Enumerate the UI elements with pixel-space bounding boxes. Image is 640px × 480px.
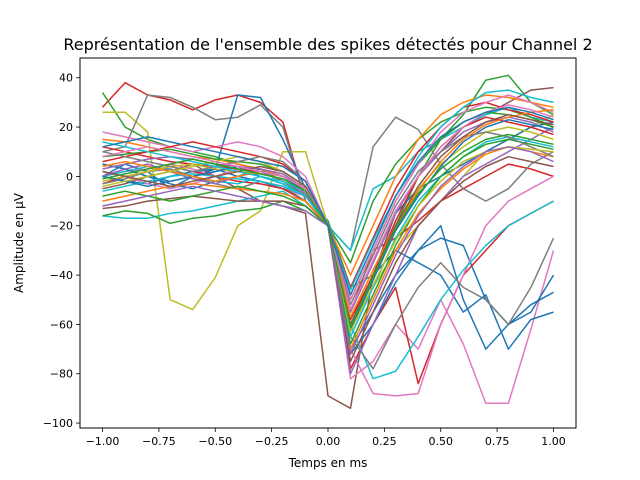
x-axis: −1.00 −0.75 −0.50 −0.25 0.00 0.25 0.50 0.75 1.00 — [86, 428, 566, 448]
y-tick-label: −100 — [43, 417, 73, 430]
series-layer — [101, 74, 555, 410]
x-tick-label: −1.00 — [86, 435, 120, 448]
y-tick-label: −60 — [50, 318, 73, 331]
x-tick-label: 0.50 — [428, 435, 453, 448]
y-axis: −100 −80 −60 −40 −20 0 20 40 — [43, 72, 80, 430]
x-tick-label: −0.75 — [142, 435, 176, 448]
x-tick-label: −0.50 — [198, 435, 232, 448]
x-tick-label: 1.00 — [541, 435, 566, 448]
spike-line-38 — [102, 106, 554, 296]
x-tick-label: 0.00 — [316, 435, 341, 448]
y-tick-label: −40 — [50, 269, 73, 282]
y-tick-label: 20 — [59, 121, 73, 134]
y-axis-label: Amplitude en µV — [12, 192, 26, 293]
y-tick-label: 40 — [59, 72, 73, 85]
x-tick-label: 0.75 — [485, 435, 510, 448]
x-tick-label: −0.25 — [255, 435, 289, 448]
y-tick-label: −80 — [50, 368, 73, 381]
y-tick-label: −20 — [50, 220, 73, 233]
x-tick-label: 0.25 — [372, 435, 397, 448]
y-tick-label: 0 — [66, 170, 73, 183]
chart-title: Représentation de l'ensemble des spikes … — [63, 35, 592, 54]
x-axis-label: Temps en ms — [288, 456, 368, 470]
